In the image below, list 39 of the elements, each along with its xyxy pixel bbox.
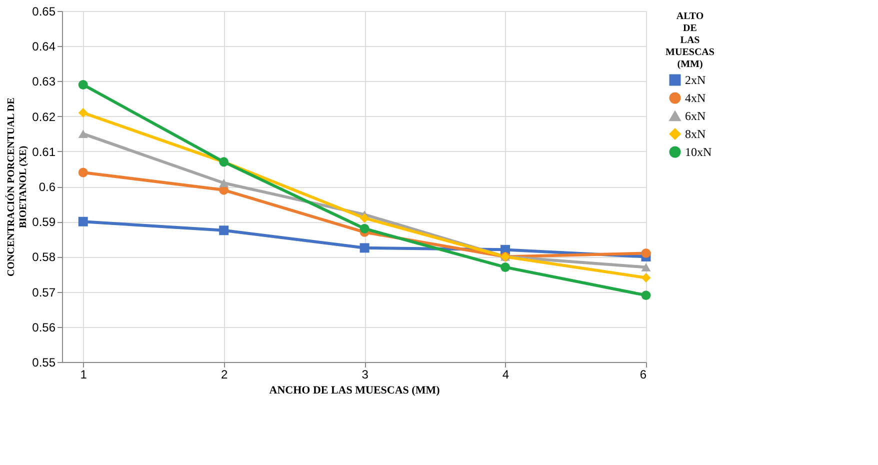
x-tick-label: 6	[640, 368, 647, 382]
y-tick-label: 0.62	[32, 110, 56, 124]
x-tick-label: 4	[502, 368, 510, 382]
y-tick-label: 0.6	[38, 180, 56, 194]
x-tick-label: 1	[80, 368, 88, 382]
point	[78, 108, 88, 118]
legend-label: 10xN	[685, 145, 712, 159]
legend-label: 6xN	[685, 109, 706, 123]
legend-label: 4xN	[685, 91, 706, 105]
y-tick-label: 0.55	[32, 356, 56, 370]
point	[219, 178, 229, 188]
x-tick-label: 3	[362, 368, 369, 382]
point	[219, 226, 229, 236]
y-tick-label: 0.57	[32, 285, 56, 300]
y-tick-label: 0.59	[32, 215, 56, 230]
y-tick-label: 0.65	[32, 4, 56, 18]
y-tick-label: 0.63	[32, 74, 56, 89]
point	[360, 224, 370, 234]
point	[500, 262, 510, 272]
point	[641, 248, 651, 258]
y-axis-title: CONCENTRACIÓN PORCENTUAL DE BIOETANOL (XE)	[5, 97, 30, 276]
point	[641, 263, 651, 272]
legend-title: ALTO DE LAS MUESCAS (MM)	[666, 11, 715, 70]
point	[360, 213, 370, 223]
x-tick-label: 2	[220, 368, 228, 382]
point	[641, 290, 651, 300]
point	[78, 80, 88, 90]
point	[641, 273, 651, 283]
point	[360, 243, 370, 253]
point	[78, 130, 88, 138]
y-tick-label: 0.61	[32, 144, 56, 159]
point	[78, 168, 88, 178]
x-axis-title: ANCHO DE LAS MUESCAS (MM)	[269, 384, 440, 396]
point	[78, 216, 88, 226]
legend-label: 2xN	[685, 73, 706, 87]
y-tick-label: 0.56	[32, 320, 56, 334]
y-tick-label: 0.64	[32, 40, 56, 54]
y-tick-label: 0.58	[32, 250, 56, 264]
legend-label: 8xN	[685, 127, 706, 141]
